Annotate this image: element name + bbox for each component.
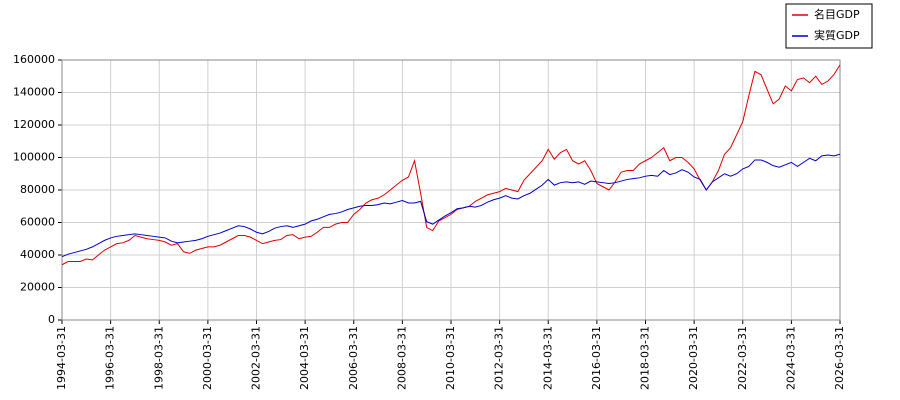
x-tick-label: 2014-03-31 [541, 326, 554, 390]
x-tick-label: 1994-03-31 [55, 326, 68, 390]
x-tick-label: 2026-03-31 [833, 326, 846, 390]
x-tick-label: 1998-03-31 [152, 326, 165, 390]
x-tick-label: 2022-03-31 [736, 326, 749, 390]
legend-box [785, 3, 873, 49]
x-tick-label: 2012-03-31 [493, 326, 506, 390]
legend: 名目GDP 実質GDP [785, 3, 873, 49]
y-tick-label: 120000 [13, 118, 55, 131]
y-tick-label: 160000 [13, 53, 55, 66]
x-tick-label: 2000-03-31 [201, 326, 214, 390]
y-tick-label: 0 [48, 313, 55, 326]
x-tick-label: 2020-03-31 [687, 326, 700, 390]
x-tick-label: 2002-03-31 [250, 326, 263, 390]
x-tick-label: 2016-03-31 [590, 326, 603, 390]
x-tick-label: 2018-03-31 [639, 326, 652, 390]
y-tick-label: 60000 [20, 216, 55, 229]
plot-frame [61, 59, 841, 321]
legend-label: 名目GDP [814, 7, 860, 21]
x-tick-label: 2006-03-31 [347, 326, 360, 390]
x-tick-label: 1996-03-31 [104, 326, 117, 390]
y-tick-label: 80000 [20, 183, 55, 196]
legend-label: 実質GDP [814, 28, 860, 42]
y-tick-label: 40000 [20, 248, 55, 261]
y-tick-label: 140000 [13, 86, 55, 99]
x-tick-label: 2024-03-31 [784, 326, 797, 390]
line-series [61, 153, 841, 258]
x-tick-label: 2010-03-31 [444, 326, 457, 390]
x-tick-label: 2004-03-31 [298, 326, 311, 390]
y-tick-label: 100000 [13, 151, 55, 164]
x-tick-label: 2008-03-31 [395, 326, 408, 390]
y-tick-label: 20000 [20, 281, 55, 294]
